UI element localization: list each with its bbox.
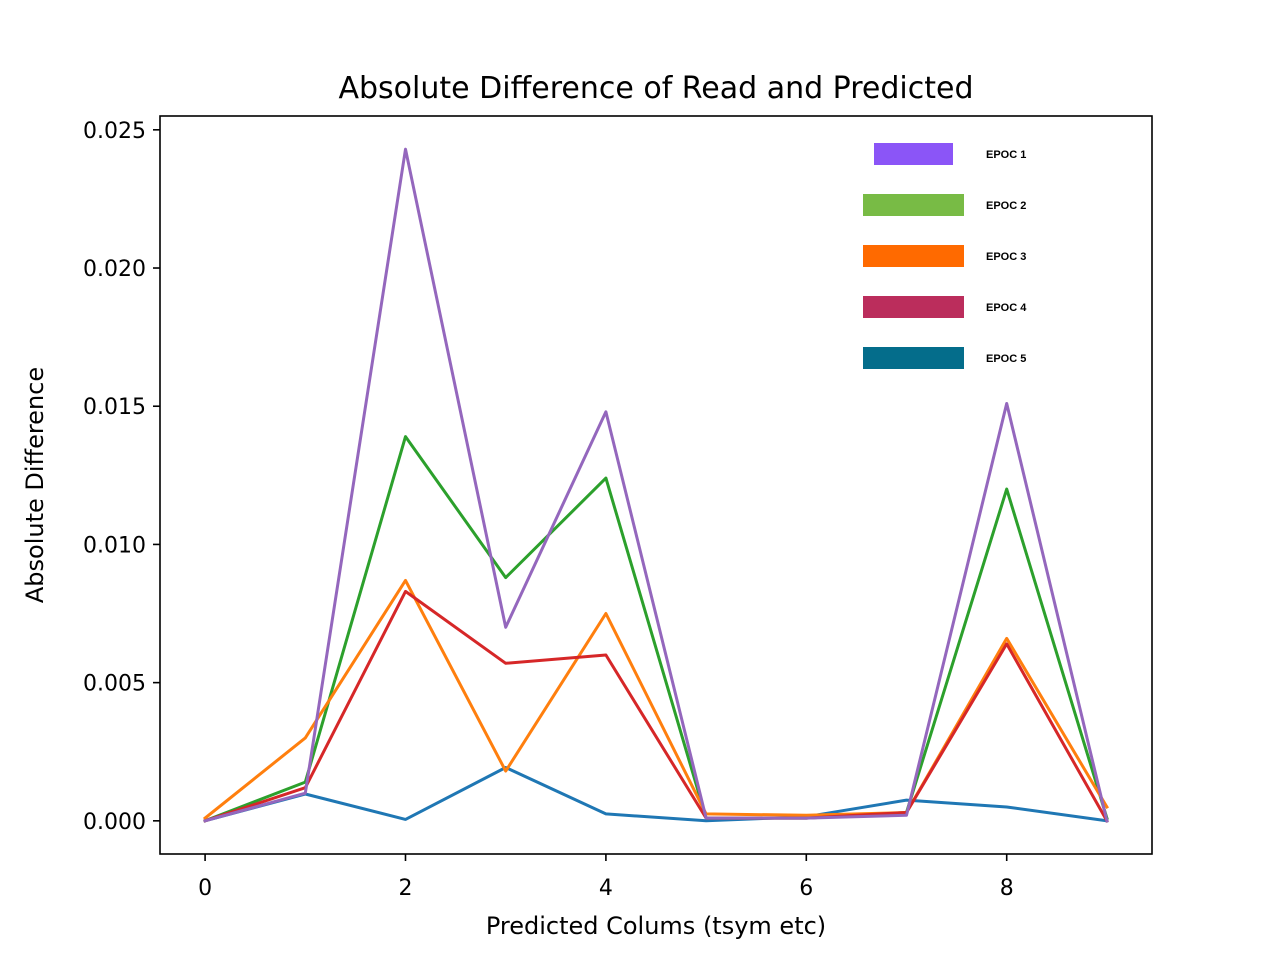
x-tick-label: 2 bbox=[398, 876, 412, 901]
legend-swatch-1 bbox=[874, 143, 953, 165]
x-axis-label: Predicted Colums (tsym etc) bbox=[486, 912, 826, 940]
legend-label-5: EPOC 5 bbox=[986, 353, 1026, 365]
legend-label-3: EPOC 3 bbox=[986, 251, 1026, 263]
y-axis-label: Absolute Difference bbox=[21, 367, 49, 603]
y-tick-label: 0.025 bbox=[83, 119, 146, 144]
x-tick-label: 0 bbox=[198, 876, 212, 901]
legend-label-1: EPOC 1 bbox=[986, 149, 1026, 161]
series-line-4 bbox=[203, 589, 1109, 823]
legend-swatch-4 bbox=[863, 296, 964, 318]
legend-label-4: EPOC 4 bbox=[986, 302, 1027, 314]
legend-label-2: EPOC 2 bbox=[986, 200, 1026, 212]
legend-swatch-5 bbox=[863, 347, 964, 369]
legend-swatch-2 bbox=[863, 194, 964, 216]
chart-title: Absolute Difference of Read and Predicte… bbox=[338, 71, 973, 106]
y-tick-label: 0.005 bbox=[83, 672, 146, 697]
y-tick-label: 0.020 bbox=[83, 257, 146, 282]
x-tick-label: 4 bbox=[599, 876, 613, 901]
legend: EPOC 1 EPOC 2 EPOC 3 EPOC 4 EPOC 5 bbox=[863, 143, 1027, 369]
x-tick-label: 6 bbox=[799, 876, 813, 901]
series-line-2 bbox=[203, 435, 1109, 823]
series-line-1 bbox=[203, 766, 1109, 823]
series-line-5 bbox=[203, 147, 1109, 823]
plot-area: 0 2 4 6 8 0.000 0.005 0.010 0.015 0.020 0.025 bbox=[83, 115, 1153, 901]
plot-frame bbox=[159, 115, 1153, 855]
y-tick-label: 0.015 bbox=[83, 395, 146, 420]
legend-swatch-3 bbox=[863, 245, 964, 267]
y-tick-label: 0.000 bbox=[83, 810, 146, 835]
x-tick-label: 8 bbox=[1000, 876, 1014, 901]
y-tick-label: 0.010 bbox=[83, 533, 146, 558]
